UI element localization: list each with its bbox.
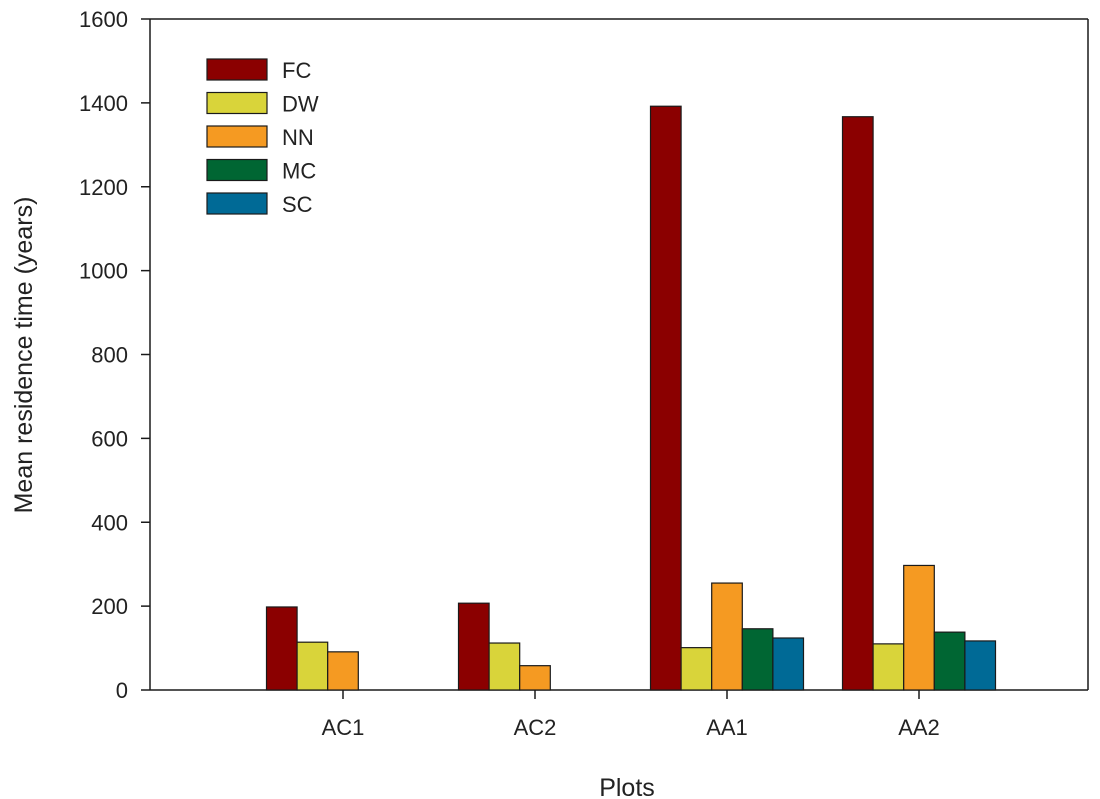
legend-label-nn: NN (282, 125, 314, 150)
bar-nn-aa1 (711, 582, 743, 691)
bars (265, 105, 997, 691)
bar-mc-aa2 (933, 631, 966, 691)
x-axis-title: Plots (599, 774, 655, 799)
bar-sc-aa2 (964, 640, 997, 691)
y-axis-title: Mean residence time (years) (10, 197, 38, 514)
legend-swatch-sc (206, 192, 268, 215)
y-tick-label: 1200 (79, 175, 128, 200)
legend-label-mc: MC (282, 159, 316, 184)
bar-dw-aa2 (872, 643, 905, 691)
bar-sc-aa1 (772, 637, 805, 691)
legend-label-fc: FC (282, 58, 311, 83)
y-tick-label: 0 (116, 678, 128, 703)
bar-fc-ac2 (457, 602, 490, 691)
y-tick-label: 1000 (79, 259, 128, 284)
y-tick-label: 400 (91, 510, 128, 535)
y-tick-label: 800 (91, 343, 128, 368)
bar-dw-ac2 (488, 642, 521, 691)
bar-nn-ac2 (519, 665, 551, 691)
legend-swatch-mc (206, 158, 268, 182)
legend-label-sc: SC (282, 192, 313, 217)
x-tick-label: AC1 (322, 715, 365, 740)
y-tick-label: 200 (91, 594, 128, 619)
bar-fc-ac1 (265, 606, 298, 691)
x-axis: AC1 AC2 AA1 AA2 (150, 689, 1088, 740)
y-tick-label: 600 (91, 426, 128, 451)
legend-swatch-nn (206, 125, 268, 148)
bar-nn-aa2 (903, 564, 935, 691)
bar-fc-aa1 (649, 105, 682, 691)
bar-mc-aa1 (741, 628, 774, 691)
bar-dw-ac1 (296, 641, 329, 691)
legend-swatch-fc (206, 58, 268, 81)
x-tick-label: AC2 (514, 715, 557, 740)
legend: FC DW NN MC SC (206, 58, 319, 217)
legend-swatch-dw (206, 91, 268, 115)
y-tick-label: 1400 (79, 91, 128, 116)
x-tick-label: AA1 (706, 715, 748, 740)
bar-nn-ac1 (327, 651, 359, 691)
bar-dw-aa1 (680, 647, 713, 691)
y-axis: 0 200 400 600 800 1000 1200 1400 1600 (79, 7, 1089, 703)
y-tick-label: 1600 (79, 7, 128, 32)
legend-label-dw: DW (282, 92, 319, 117)
x-tick-label: AA2 (898, 715, 940, 740)
bar-fc-aa2 (841, 116, 874, 691)
